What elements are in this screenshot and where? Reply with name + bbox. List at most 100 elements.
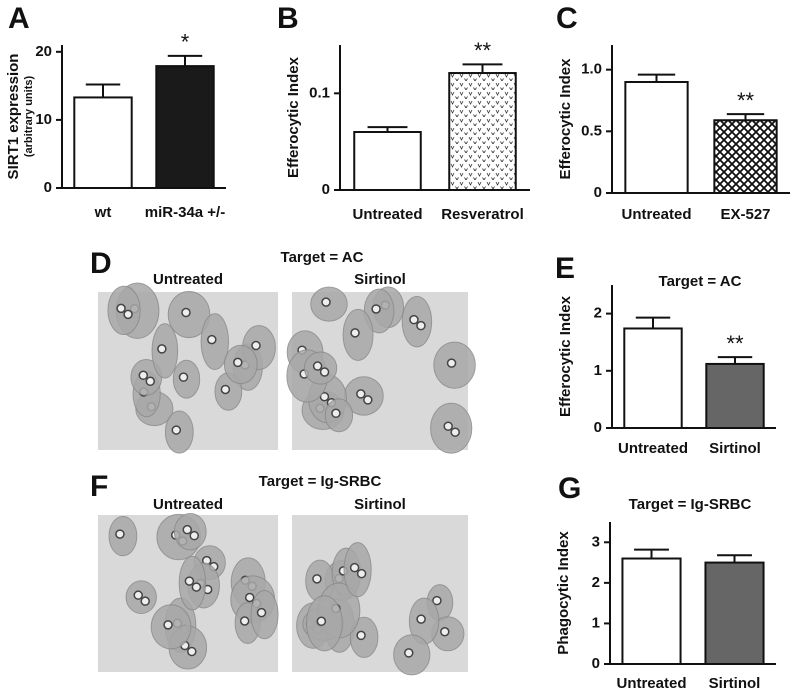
ingested-particle <box>312 361 323 371</box>
ingested-particle <box>356 568 367 579</box>
ingested-particle <box>133 590 143 600</box>
ingested-particle <box>443 421 453 431</box>
y-tick-label: 1 <box>592 614 600 631</box>
x-tick-label: Untreated <box>616 675 686 692</box>
y-tick-label: 1 <box>594 362 602 379</box>
y-tick-label: 0.5 <box>581 122 602 139</box>
x-tick-label: EX-527 <box>720 206 770 223</box>
ingested-particle <box>349 562 360 573</box>
ingested-particle <box>116 303 126 314</box>
y-tick-label: 2 <box>592 574 600 591</box>
y-axis-label: Efferocytic Index <box>285 56 302 178</box>
y-axis-label: Phagocytic Index <box>555 531 572 655</box>
panel-letter: B <box>277 2 299 35</box>
panel-letter: D <box>90 247 112 280</box>
ingested-particle <box>256 607 267 618</box>
panel-letter: A <box>8 2 30 35</box>
y-axis-sublabel: (arbitrary units) <box>23 76 35 158</box>
image-label: Sirtinol <box>354 271 406 288</box>
ingested-particle <box>321 297 331 307</box>
ingested-particle <box>316 616 327 627</box>
ingested-particle <box>171 425 182 435</box>
x-tick-label: miR-34a +/- <box>145 204 225 221</box>
micrograph <box>98 282 278 454</box>
x-tick-label: Untreated <box>618 440 688 457</box>
panel-letter: G <box>558 472 581 505</box>
x-tick-label: Sirtinol <box>709 675 761 692</box>
bar <box>155 65 215 189</box>
image-label: Untreated <box>153 271 223 288</box>
bar <box>704 561 765 665</box>
ingested-particle <box>189 530 200 541</box>
ingested-particle <box>145 376 156 387</box>
y-tick-label: 2 <box>594 305 602 322</box>
y-tick-label: 0 <box>592 655 600 672</box>
chart-title: Target = AC <box>659 273 742 290</box>
significance: * <box>181 30 190 55</box>
ingested-particle <box>432 595 442 606</box>
ingested-particle <box>363 395 373 405</box>
chart-title: Target = Ig-SRBC <box>629 496 752 513</box>
bar <box>624 81 689 194</box>
ingested-particle <box>191 582 202 592</box>
ingested-particle <box>163 620 173 630</box>
ingested-particle <box>140 596 150 606</box>
bar <box>705 362 765 430</box>
y-axis-label: SIRT1 expression <box>5 54 22 180</box>
y-tick-label: 0 <box>322 181 330 198</box>
ingested-particle <box>220 384 231 395</box>
panel-letter: C <box>556 2 578 35</box>
y-tick-label: 1.0 <box>581 61 602 78</box>
image-title: Target = Ig-SRBC <box>259 473 382 490</box>
x-tick-label: wt <box>94 204 112 221</box>
panel-letter: F <box>90 470 108 503</box>
significance: ** <box>726 331 744 356</box>
y-tick-label: 10 <box>35 111 52 128</box>
ingested-particle <box>350 328 360 338</box>
image-label: Untreated <box>153 496 223 513</box>
micrograph <box>98 512 279 672</box>
ingested-particle <box>331 408 341 419</box>
ingested-particle <box>450 427 460 437</box>
image-title: Target = AC <box>281 249 364 266</box>
x-tick-label: Untreated <box>352 206 422 223</box>
panel-letter: E <box>555 252 575 285</box>
micrograph <box>286 286 476 454</box>
y-tick-label: 0 <box>594 184 602 201</box>
ingested-particle <box>446 358 457 368</box>
x-tick-label: Sirtinol <box>709 440 761 457</box>
y-tick-label: 0 <box>44 179 52 196</box>
ingested-particle <box>409 314 419 325</box>
ingested-particle <box>312 574 322 584</box>
ingested-particle <box>371 304 381 314</box>
ingested-particle <box>187 646 197 657</box>
ingested-particle <box>178 372 189 382</box>
ingested-particle <box>416 320 426 331</box>
bar <box>713 119 778 194</box>
ingested-particle <box>251 340 261 351</box>
bar <box>353 131 422 191</box>
bar <box>621 557 682 665</box>
ingested-particle <box>244 592 255 603</box>
ingested-particle <box>115 529 125 539</box>
ingested-particle <box>319 367 330 377</box>
y-tick-label: 3 <box>592 533 600 550</box>
ingested-particle <box>207 334 217 345</box>
image-label: Sirtinol <box>354 496 406 513</box>
y-tick-label: 20 <box>35 43 52 60</box>
ingested-particle <box>356 630 366 641</box>
y-tick-label: 0 <box>594 419 602 436</box>
ingested-particle <box>233 357 243 368</box>
bar <box>623 327 683 429</box>
y-tick-label: 0.1 <box>309 84 330 101</box>
ingested-particle <box>123 309 133 320</box>
significance: ** <box>737 88 755 113</box>
ingested-particle <box>184 576 195 586</box>
ingested-particle <box>404 648 414 658</box>
significance: ** <box>474 38 492 63</box>
x-tick-label: Untreated <box>621 206 691 223</box>
ingested-particle <box>182 524 193 535</box>
y-axis-label: Efferocytic Index <box>557 58 574 180</box>
micrograph <box>292 515 468 676</box>
